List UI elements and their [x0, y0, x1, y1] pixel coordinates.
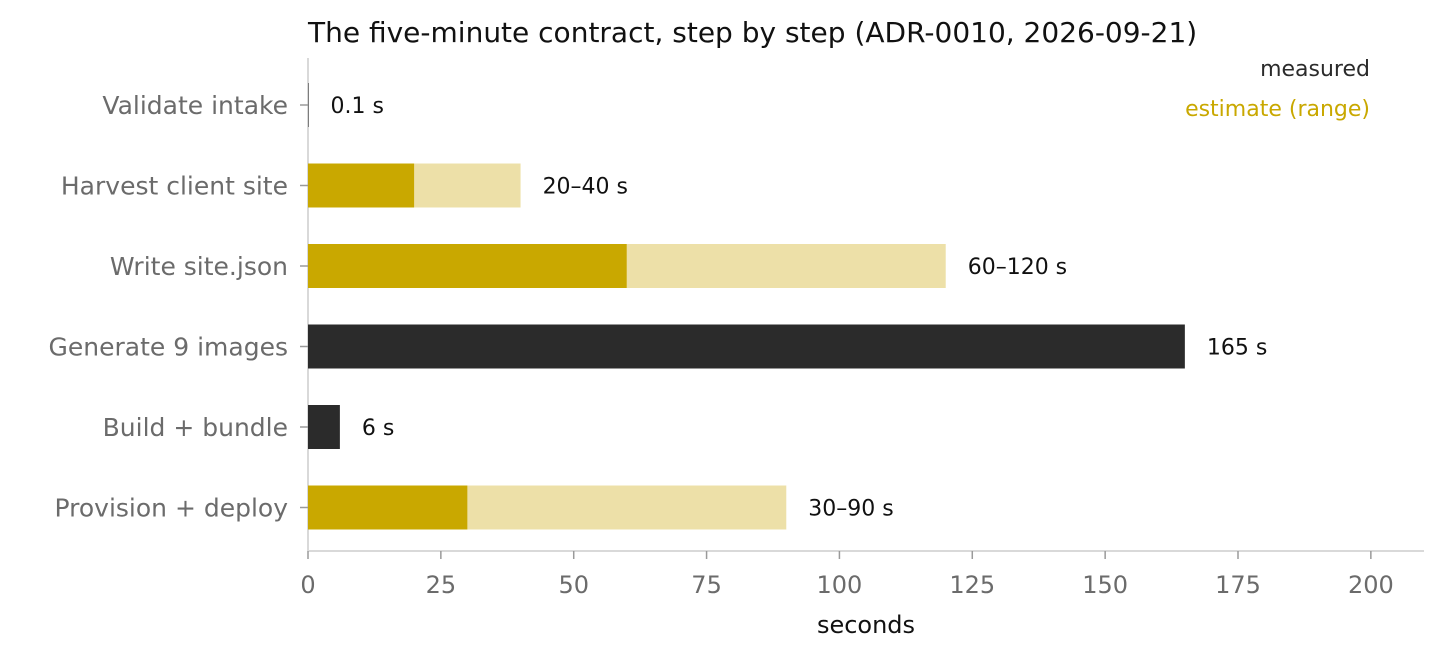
legend-estimate-label: estimate (range) [1185, 97, 1370, 122]
bar-value-label: 20–40 s [543, 175, 628, 200]
x-tick-label: 0 [300, 571, 315, 599]
category-label: Build + bundle [103, 413, 288, 442]
x-axis-label: seconds [817, 611, 915, 639]
bar-value-label: 165 s [1207, 336, 1267, 361]
x-tick-label: 25 [426, 571, 457, 599]
x-tick-label: 75 [691, 571, 722, 599]
bar-estimate-range [467, 485, 787, 530]
category-label: Generate 9 images [49, 333, 288, 362]
chart-title: The five-minute contract, step by step (… [307, 16, 1197, 49]
bar-estimate-range [414, 163, 521, 208]
x-tick-label: 100 [817, 571, 863, 599]
bar-value-label: 0.1 s [331, 94, 384, 119]
legend-measured-label: measured [1260, 57, 1370, 82]
x-tick-label: 175 [1215, 571, 1261, 599]
bar-measured [308, 83, 309, 127]
bar-estimate-range [626, 244, 946, 288]
bar-value-label: 30–90 s [808, 497, 893, 522]
bar-estimate-low [308, 485, 468, 530]
bar-measured [308, 405, 340, 449]
bar-estimate-low [308, 163, 415, 208]
category-label: Provision + deploy [54, 494, 288, 523]
bar-value-label: 60–120 s [968, 255, 1067, 280]
category-label: Validate intake [102, 91, 288, 120]
x-tick-label: 50 [558, 571, 589, 599]
bar-estimate-low [308, 244, 627, 288]
category-label: Harvest client site [61, 172, 288, 201]
x-tick-label: 125 [949, 571, 995, 599]
bar-measured [308, 324, 1185, 369]
bar-value-label: 6 s [362, 416, 394, 441]
category-label: Write site.json [110, 252, 288, 281]
x-tick-label: 200 [1348, 571, 1394, 599]
x-tick-label: 150 [1082, 571, 1128, 599]
